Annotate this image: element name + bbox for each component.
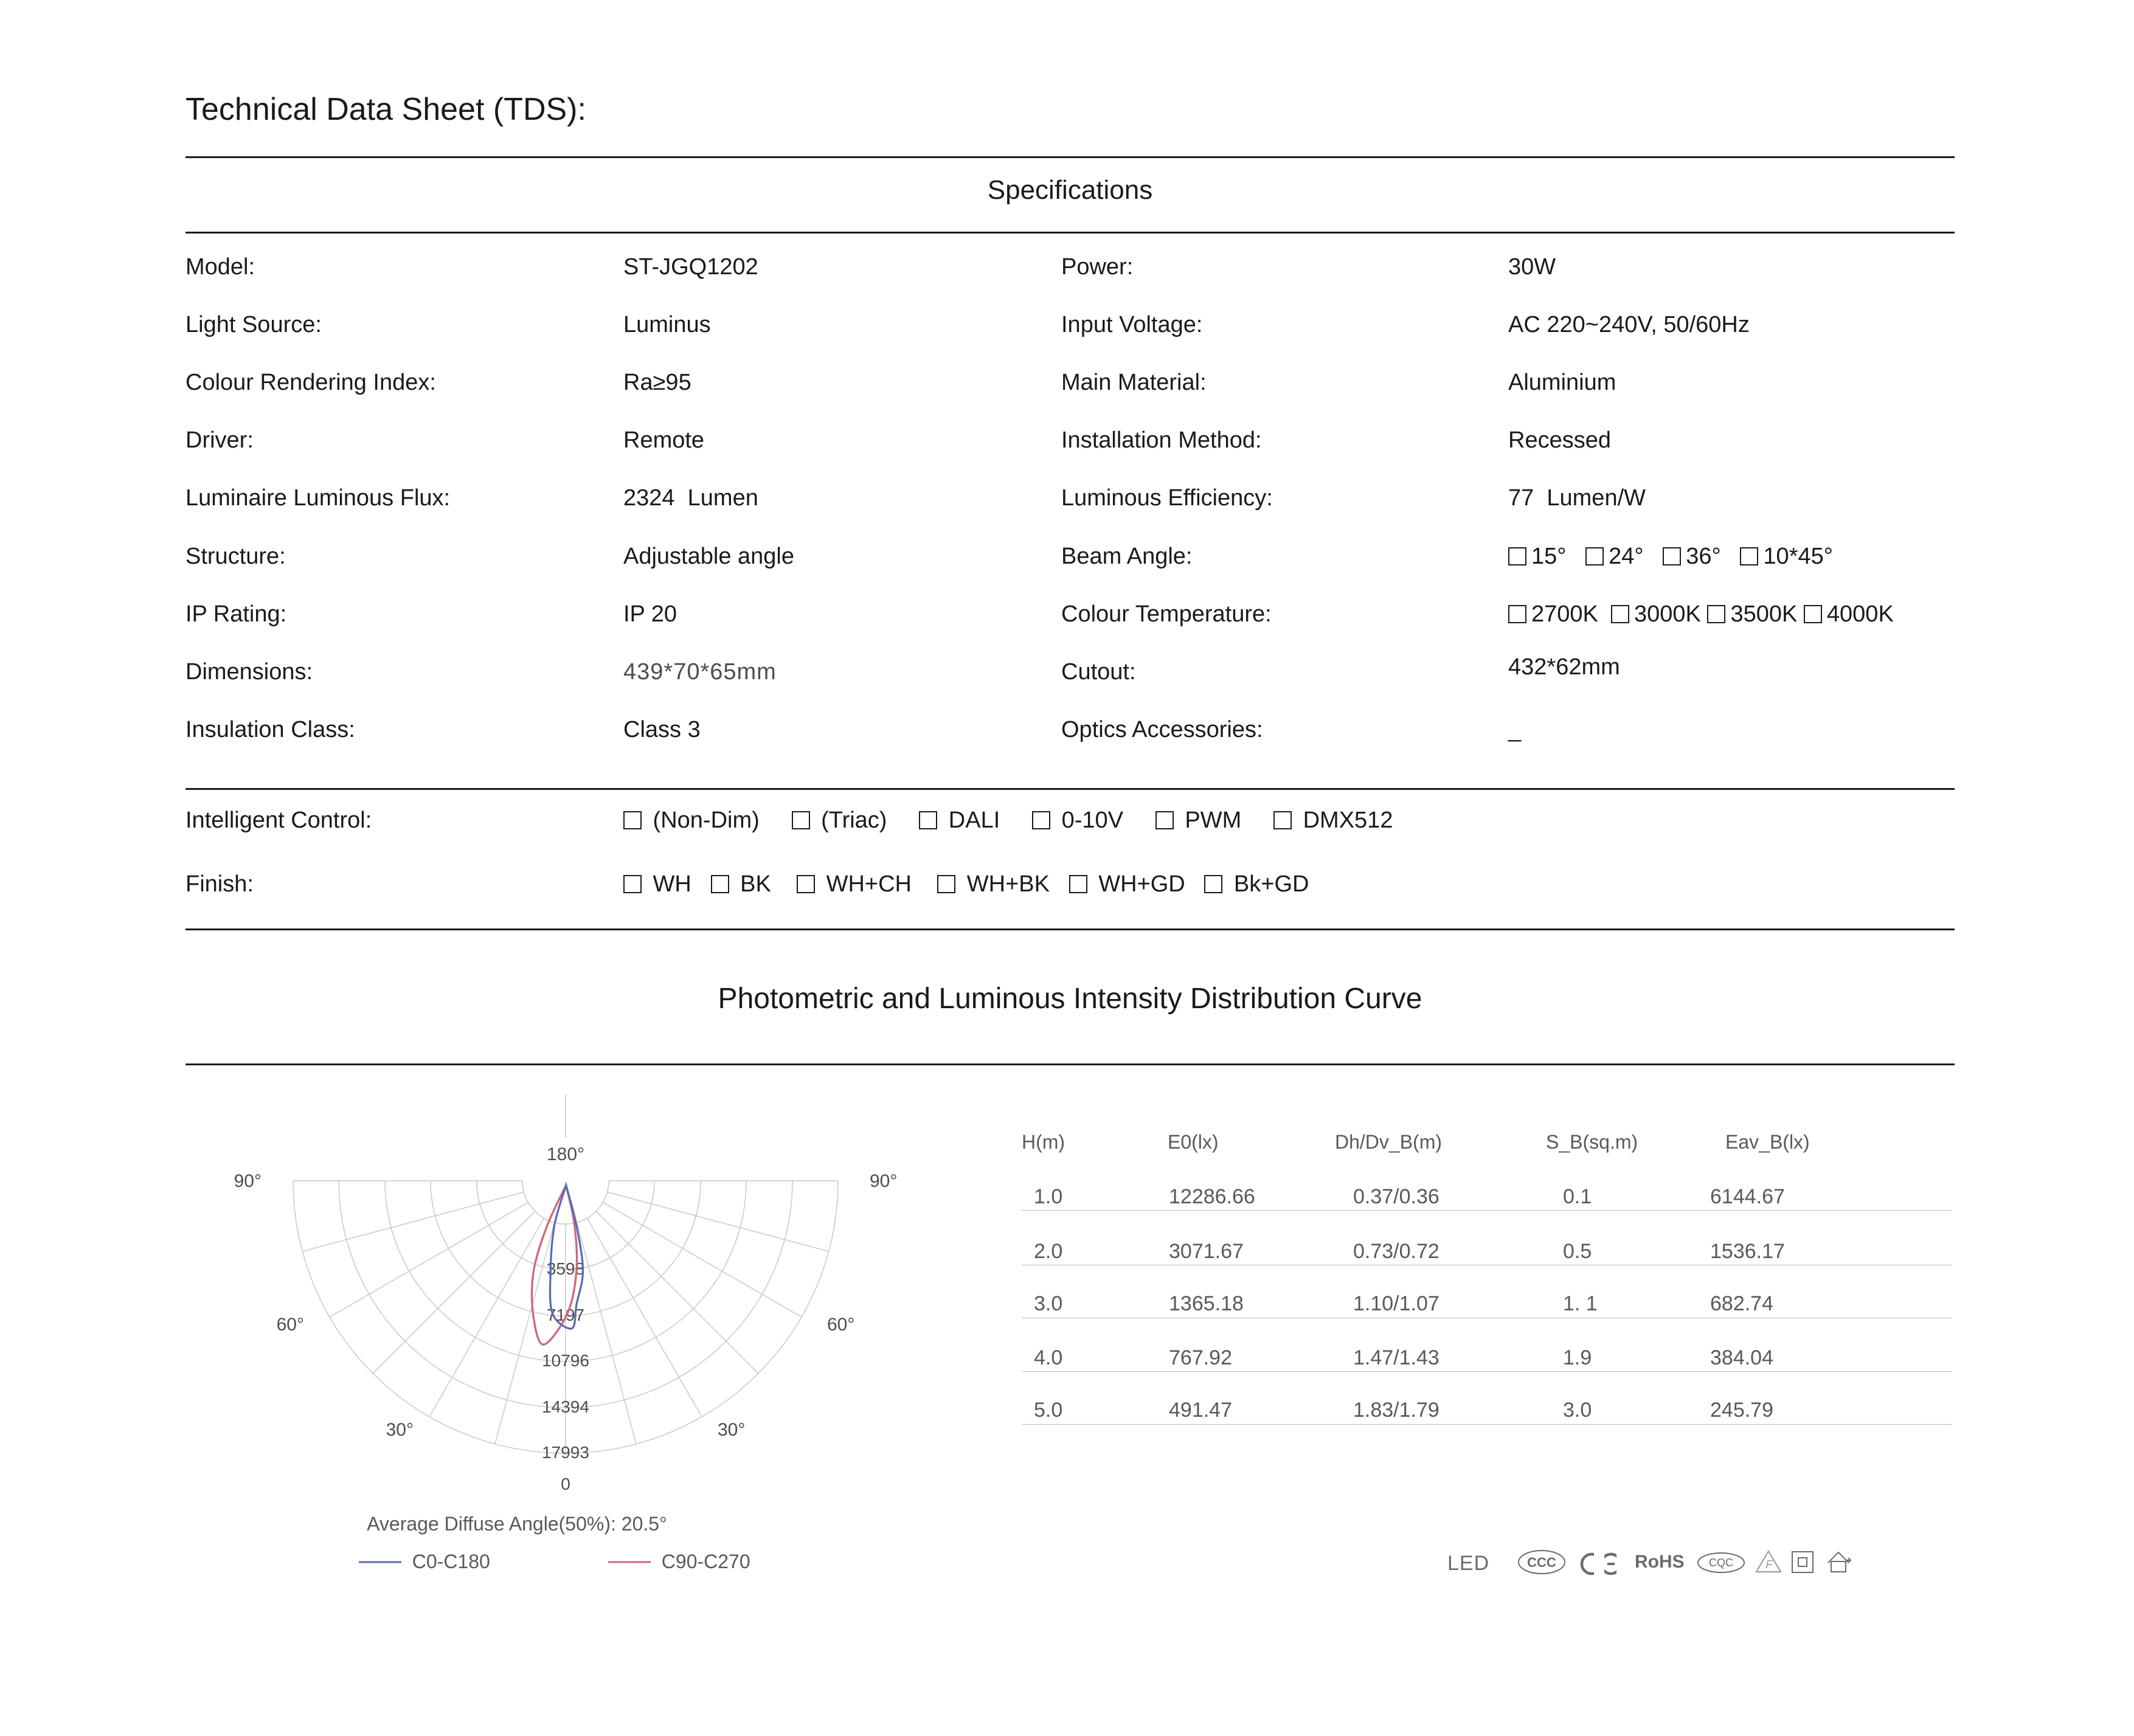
svg-text:0: 0 xyxy=(561,1475,570,1493)
svg-text:F: F xyxy=(1766,1558,1773,1571)
svg-text:60°: 60° xyxy=(827,1315,854,1335)
svg-text:CCC: CCC xyxy=(1527,1555,1556,1570)
svg-text:17993: 17993 xyxy=(542,1443,589,1462)
svg-text:180°: 180° xyxy=(547,1144,584,1164)
svg-text:CQC: CQC xyxy=(1709,1557,1733,1569)
svg-text:60°: 60° xyxy=(277,1315,304,1335)
